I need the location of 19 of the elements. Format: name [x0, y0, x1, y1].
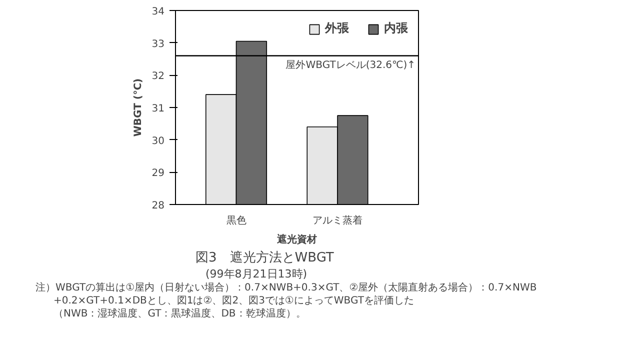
text: 図3 遮光方法とWBGT — [196, 250, 334, 266]
text: +0.2×GT+0.1×DBとし、図1は②、図2、図3では①によってWBGTを評価した — [54, 294, 414, 306]
y-tick-label: 32 — [152, 71, 165, 82]
text: （NWB：湿球温度、GT：黒球温度、DB：乾球温度）。 — [54, 308, 306, 320]
text: 注）WBGTの算出は①屋内（日射ない場合）：0.7×NWB+0.3×GT、②屋外（太陽直射ある場合）：0.7×NWB — [36, 282, 537, 294]
y-tick-label: 29 — [152, 168, 165, 180]
x-tick-label: アルミ蒸着 — [312, 214, 362, 226]
y-tick-label: 33 — [152, 38, 165, 50]
y-tick-label: 34 — [152, 6, 165, 18]
y-tick-label: 28 — [152, 200, 165, 212]
x-tick-label: 黒色 — [226, 214, 246, 226]
ref-line-label: 屋外WBGTレベル(32.6℃)↑ — [286, 60, 416, 71]
y-axis-title: WBGT (℃) — [132, 78, 144, 137]
legend-label: 外張 — [325, 20, 349, 37]
y-tick-label: 30 — [152, 136, 165, 147]
legend-label: 内張 — [384, 20, 408, 37]
y-tick-label: 31 — [152, 104, 165, 114]
x-axis-title: 遮光資材 — [276, 234, 317, 246]
text: (99年8月21日13時) — [206, 268, 308, 280]
